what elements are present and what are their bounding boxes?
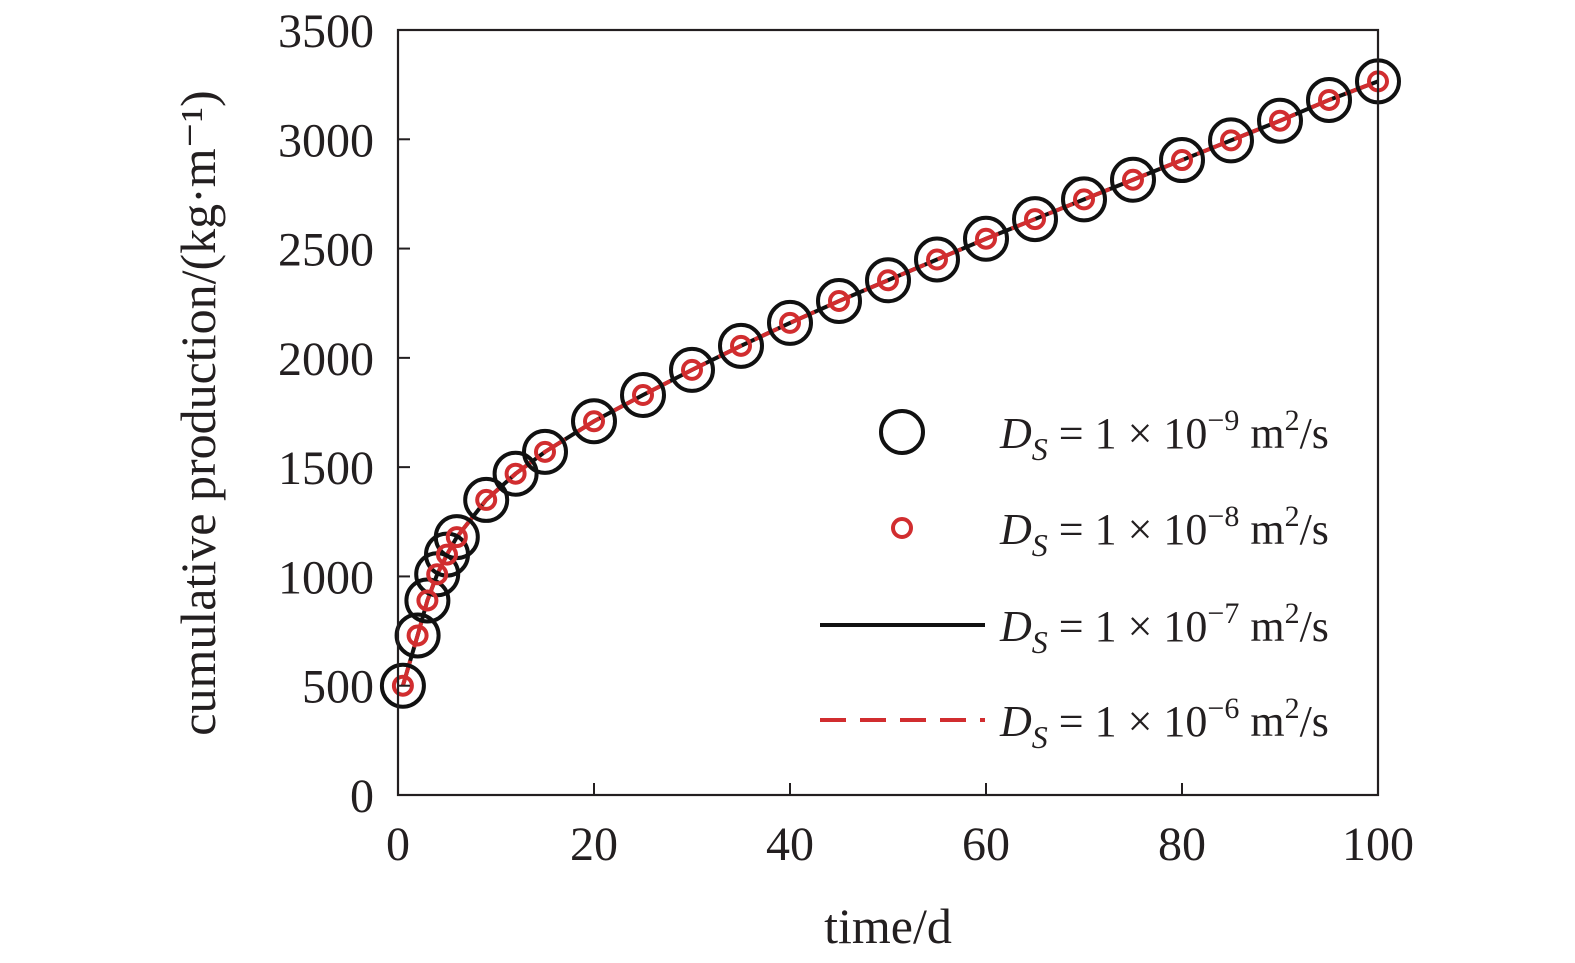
legend-entry-2: DS = 1 × 10−8 m2/s <box>893 500 1329 563</box>
x-tick-label: 80 <box>1158 818 1206 871</box>
chart-root: 0 20 40 60 80 1000500100015002000250030003500… <box>0 0 1575 963</box>
y-tick-label: 1000 <box>278 551 374 604</box>
legend-label: DS = 1 × 10−6 m2/s <box>999 692 1329 755</box>
series-line <box>403 81 1378 685</box>
legend-entry-3: DS = 1 × 10−7 m2/s <box>820 597 1329 660</box>
legend-marker <box>893 519 911 537</box>
legend-label: DS = 1 × 10−9 m2/s <box>999 404 1329 467</box>
y-tick-label: 1500 <box>278 442 374 495</box>
x-tick-label: 60 <box>962 818 1010 871</box>
legend-marker <box>881 411 923 453</box>
y-tick-label: 3000 <box>278 114 374 167</box>
x-tick-label: 100 <box>1342 818 1414 871</box>
legend-label: DS = 1 × 10−7 m2/s <box>999 597 1329 660</box>
legend-entry-1: DS = 1 × 10−9 m2/s <box>881 404 1329 467</box>
legend: DS = 1 × 10−9 m2/s DS = 1 × 10−8 m2/s DS =… <box>820 404 1329 755</box>
x-tick-label: 20 <box>570 818 618 871</box>
x-axis-label: time/d <box>824 898 952 954</box>
x-tick-label: 0 <box>386 818 410 871</box>
y-tick-label: 3500 <box>278 5 374 58</box>
y-tick-label: 2500 <box>278 224 374 277</box>
series-line <box>403 81 1378 685</box>
y-tick-label: 500 <box>302 661 374 714</box>
x-tick-label: 40 <box>766 818 814 871</box>
y-axis-label: cumulative production/(kg·m⁻¹) <box>170 90 226 735</box>
series-3 <box>403 81 1378 685</box>
legend-label: DS = 1 × 10−8 m2/s <box>999 500 1329 563</box>
legend-entry-4: DS = 1 × 10−6 m2/s <box>820 692 1329 755</box>
y-tick-label: 2000 <box>278 333 374 386</box>
y-tick-label: 0 <box>350 770 374 823</box>
series-4 <box>403 81 1378 685</box>
